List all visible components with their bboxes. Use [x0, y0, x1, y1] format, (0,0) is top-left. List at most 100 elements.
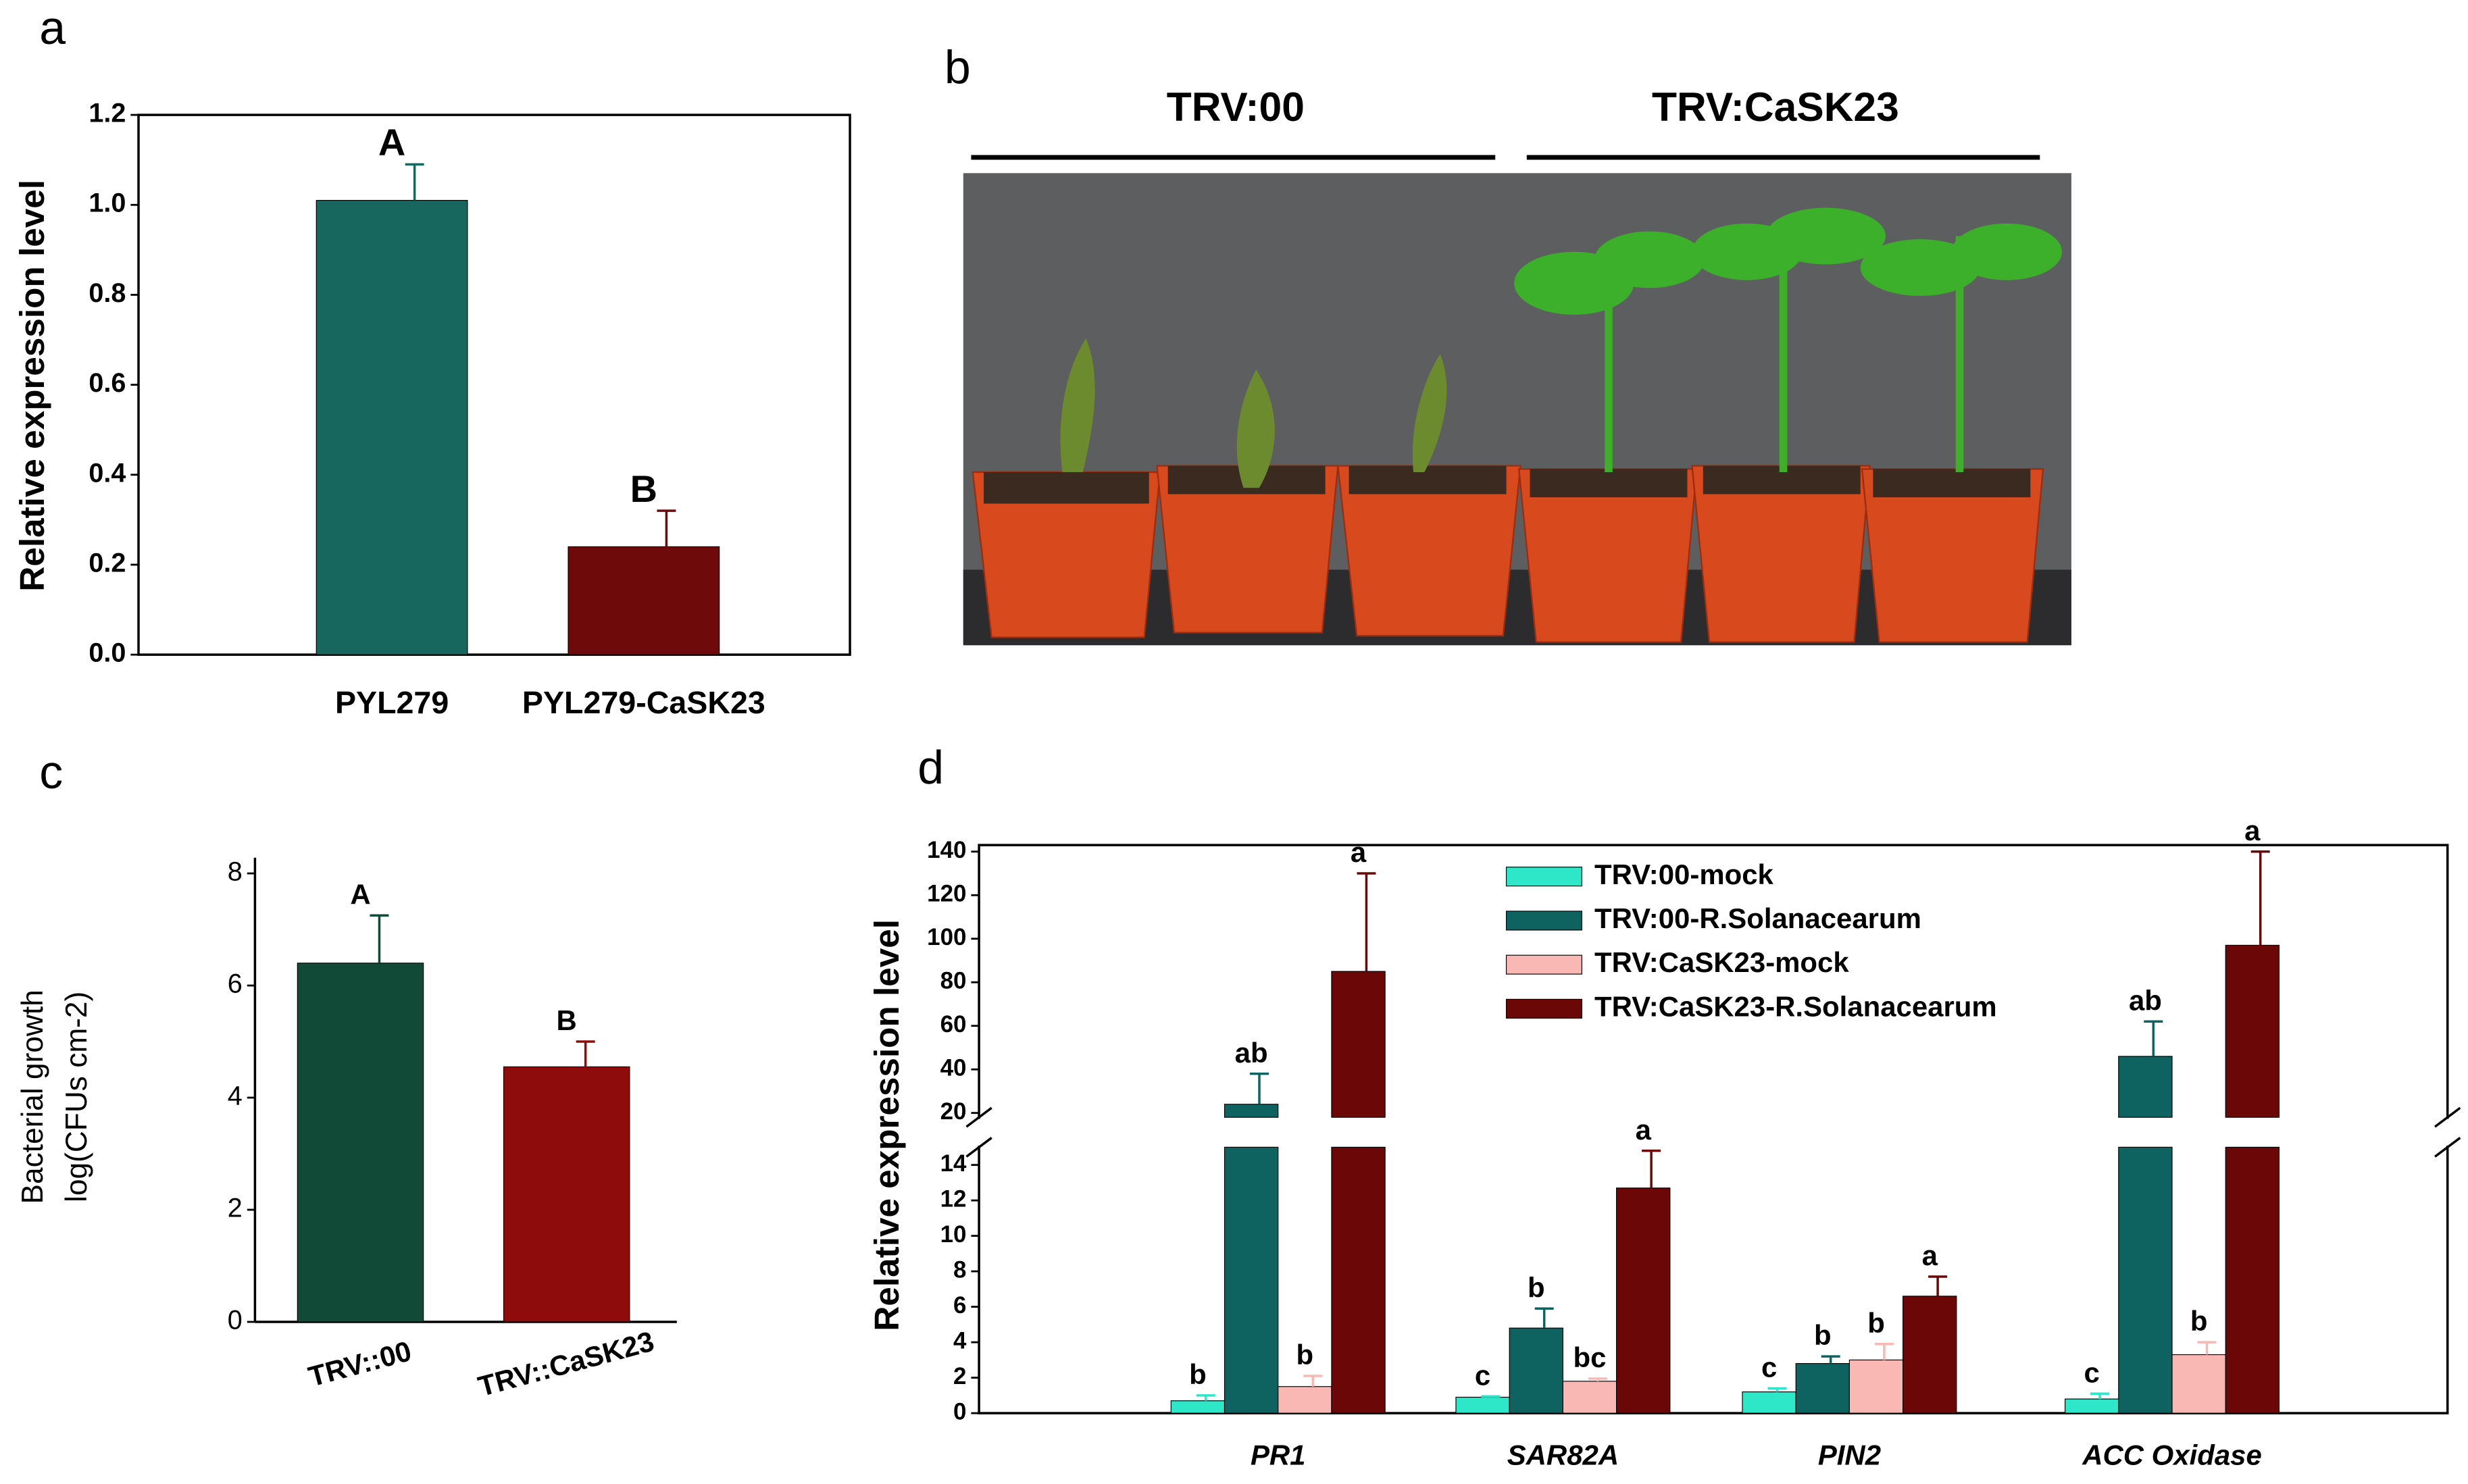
significance-letter: B [557, 1004, 577, 1036]
panel-label: b [945, 41, 971, 93]
y-tick-label: 1.2 [89, 99, 126, 128]
bar [1331, 1146, 1386, 1414]
significance-letter: c [1475, 1359, 1490, 1391]
x-tick-label: PR1 [1251, 1439, 1306, 1470]
bar [316, 200, 468, 655]
significance-letter: a [1636, 1114, 1652, 1146]
significance-letter: b [2190, 1305, 2208, 1337]
bar [2225, 944, 2280, 1118]
y-tick-label: 0 [953, 1398, 966, 1425]
y-axis-label: Relative expression level [867, 919, 906, 1331]
y-tick-label: 10 [940, 1221, 967, 1248]
y-tick-label: 6 [953, 1292, 966, 1319]
y-tick-label: 60 [940, 1011, 967, 1038]
bar [2225, 1146, 2280, 1414]
significance-letter: c [2084, 1356, 2100, 1388]
x-tick-label: ACC Oxidase [2082, 1439, 2262, 1470]
photo-label: TRV:00 [1167, 84, 1305, 130]
bar [1331, 971, 1386, 1118]
bar [1170, 1400, 1226, 1414]
y-tick-label: 6 [228, 969, 243, 998]
y-tick-label: 2 [953, 1363, 966, 1389]
bar [1616, 1187, 1671, 1414]
significance-letter: b [1189, 1358, 1207, 1390]
x-tick-label: PYL279 [335, 685, 449, 720]
significance-letter: b [1814, 1319, 1832, 1351]
y-axis-label: log(CFUs cm-2) [60, 992, 93, 1202]
bar [1562, 1381, 1617, 1414]
photo [963, 155, 2071, 646]
x-tick-label: TRV::00 [305, 1335, 415, 1393]
x-tick-label: PYL279-CaSK23 [522, 685, 765, 720]
significance-letter: b [1528, 1271, 1545, 1303]
bar [1903, 1296, 1957, 1414]
y-tick-label: 120 [927, 880, 966, 906]
significance-letter: b [1296, 1339, 1314, 1371]
bar [2118, 1056, 2173, 1118]
y-axis-label: Relative expression level [13, 180, 51, 592]
bar [2171, 1354, 2226, 1414]
x-tick-label: PIN2 [1818, 1439, 1881, 1470]
photo-label: TRV:CaSK23 [1652, 84, 1899, 130]
y-tick-label: 8 [953, 1256, 966, 1283]
y-tick-label: 20 [940, 1098, 967, 1125]
bar [1278, 1386, 1332, 1414]
significance-letter: ab [2129, 984, 2162, 1016]
x-tick-label: SAR82A [1507, 1439, 1619, 1470]
significance-letter: a [2244, 815, 2261, 846]
bar [1509, 1327, 1563, 1414]
y-tick-label: 2 [228, 1193, 243, 1223]
x-tick-label: TRV::CaSK23 [475, 1325, 657, 1403]
bar [568, 546, 720, 655]
plot-frame [137, 113, 851, 656]
bar [1224, 1104, 1279, 1118]
y-tick-label: 0.0 [89, 638, 126, 668]
break-mark [2434, 1106, 2461, 1128]
legend-label: TRV:00-R.Solanacearum [1594, 902, 1921, 934]
legend-label: TRV:CaSK23-R.Solanacearum [1594, 990, 1997, 1022]
bar [1795, 1363, 1850, 1414]
significance-letter: B [630, 467, 657, 510]
significance-letter: A [378, 121, 405, 163]
significance-letter: bc [1573, 1341, 1607, 1373]
panel-label: a [39, 1, 66, 54]
axis-break [974, 1119, 2452, 1146]
legend-label: TRV:00-mock [1594, 859, 1774, 890]
bar [1455, 1396, 1510, 1414]
bar [2065, 1398, 2119, 1414]
bar [1848, 1359, 1904, 1414]
legend-label: TRV:CaSK23-mock [1594, 946, 1849, 978]
y-tick-label: 4 [228, 1081, 243, 1110]
break-mark [965, 1137, 992, 1158]
bar [297, 963, 424, 1323]
y-tick-label: 4 [953, 1327, 967, 1354]
break-mark [2434, 1137, 2461, 1158]
legend-swatch [1505, 911, 1582, 931]
y-axis-label: Bacterial growth [16, 990, 49, 1204]
y-tick-label: 8 [228, 856, 243, 886]
legend-swatch [1505, 867, 1582, 887]
y-tick-label: 100 [927, 924, 966, 950]
y-tick-label: 14 [940, 1150, 967, 1177]
significance-letter: ab [1235, 1037, 1268, 1069]
bar [2118, 1146, 2173, 1414]
y-tick-label: 0.8 [89, 278, 126, 308]
significance-letter: A [350, 878, 370, 910]
panel-label: c [39, 746, 63, 798]
legend-swatch [1505, 998, 1582, 1019]
y-tick-label: 0.4 [89, 458, 126, 488]
significance-letter: c [1761, 1351, 1777, 1383]
significance-letter: a [1351, 836, 1367, 868]
y-tick-label: 140 [927, 837, 966, 863]
bar [503, 1066, 630, 1323]
panel-label: d [917, 741, 944, 794]
y-tick-label: 0.2 [89, 548, 126, 578]
legend-swatch [1505, 954, 1582, 975]
y-tick-label: 0 [228, 1305, 243, 1335]
y-tick-label: 12 [940, 1185, 967, 1212]
y-tick-label: 1.0 [89, 188, 126, 218]
significance-letter: a [1922, 1239, 1938, 1271]
break-mark [965, 1106, 992, 1128]
bar [1742, 1391, 1796, 1414]
